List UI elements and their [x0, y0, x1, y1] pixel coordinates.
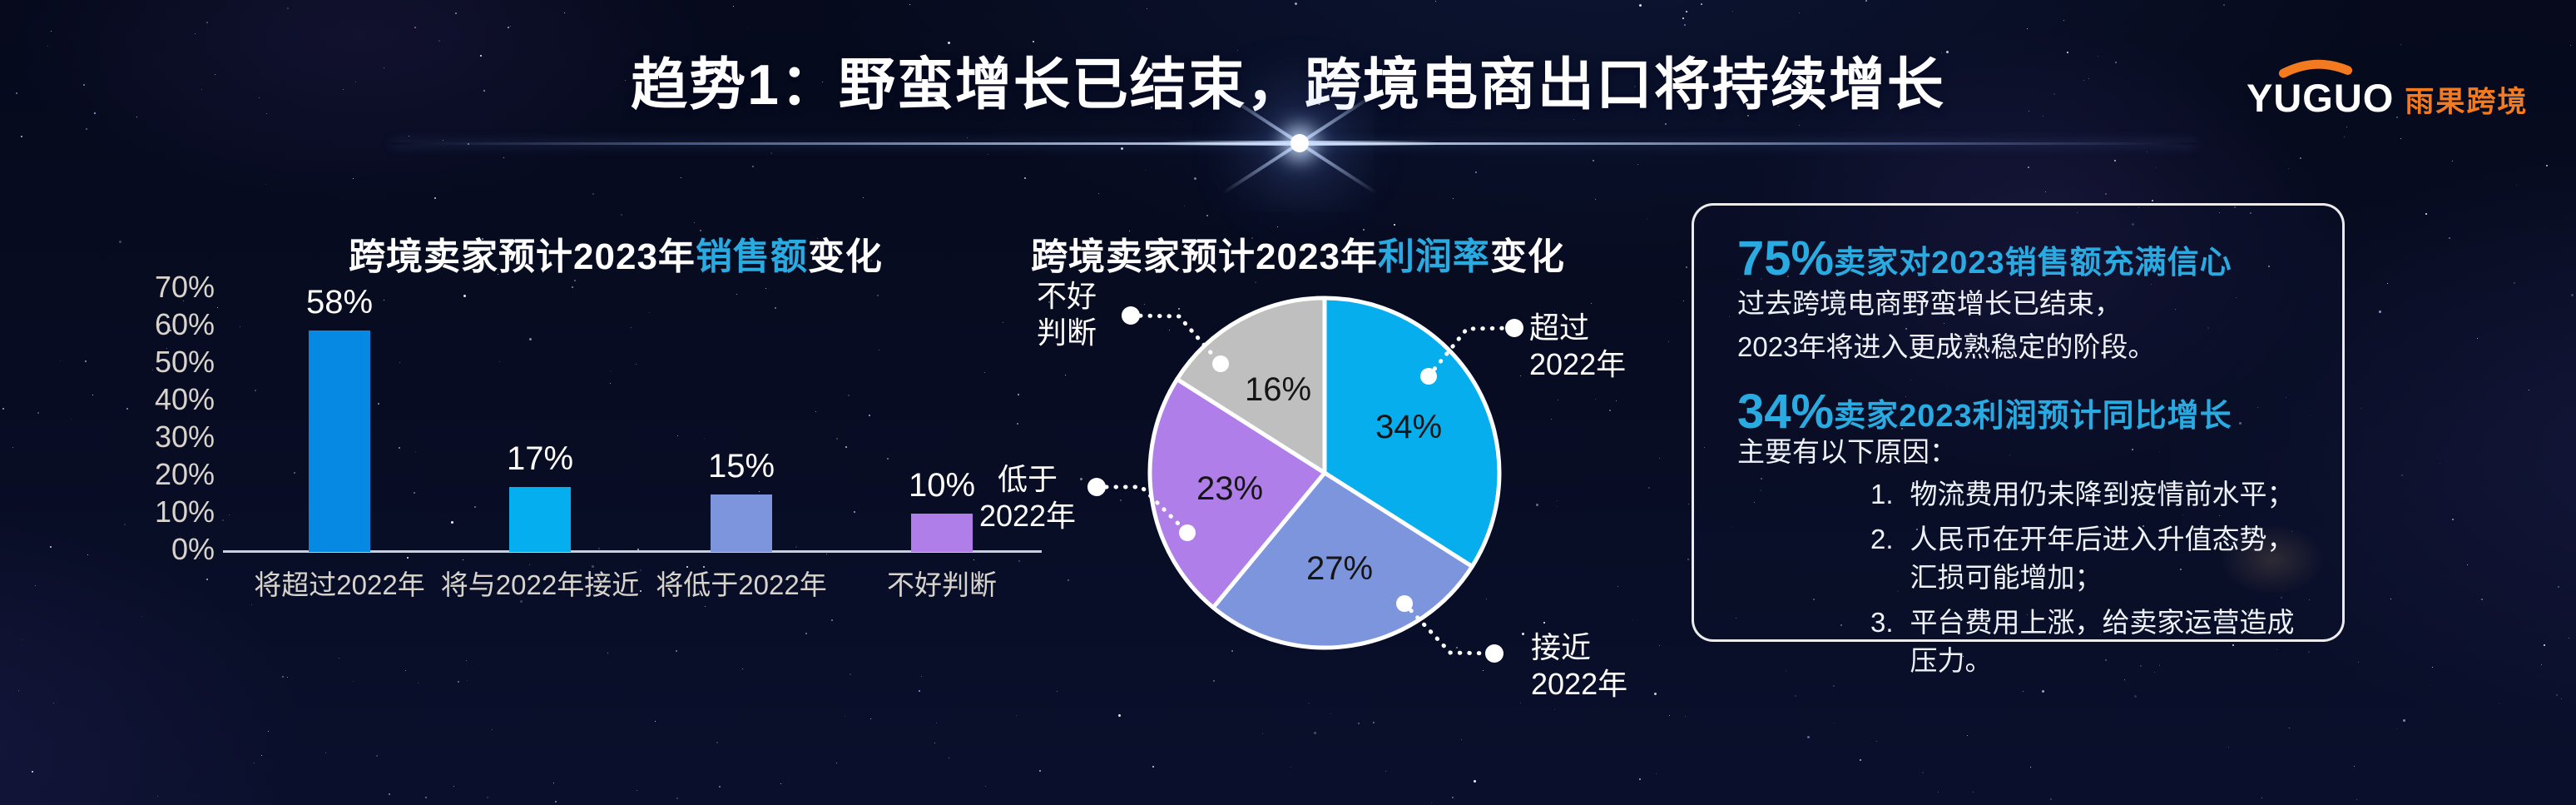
panel-paragraph-line: 过去跨境电商野蛮增长已结束， [1737, 282, 2299, 325]
pie-percent-label: 16% [1245, 371, 1311, 408]
reason-text: 人民币在开年后进入升值态势，汇损可能增加； [1910, 520, 2299, 597]
stat-value: 75% [1737, 236, 1834, 282]
stat-text: 卖家2023利润预计同比增长 [1834, 400, 2232, 435]
pie-percent-label: 34% [1375, 409, 1442, 445]
reason-item: 3. 平台费用上涨，给卖家运营造成压力。 [1870, 604, 2299, 680]
reason-item: 1. 物流费用仍未降到疫情前水平； [1870, 475, 2299, 514]
pie-callout-undetermined: 不好 判断 [1004, 278, 1129, 351]
reason-text: 物流费用仍未降到疫情前水平； [1910, 475, 2295, 514]
slide: 趋势1：野蛮增长已结束，跨境电商出口将持续增长 YUGUO 雨果跨境 跨境卖家预… [0, 0, 2576, 805]
reason-text: 平台费用上涨，给卖家运营造成压力。 [1910, 604, 2299, 680]
info-panel: 75% 卖家对2023销售额充满信心 过去跨境电商野蛮增长已结束， 2023年将进… [1692, 203, 2345, 642]
pie-callout-below-2022: 低于 2022年 [957, 461, 1098, 534]
pie-percent-label: 23% [1196, 470, 1263, 507]
reason-item: 2. 人民币在开年后进入升值态势，汇损可能增加； [1870, 520, 2299, 597]
reasons-intro: 主要有以下原因： [1737, 435, 2299, 469]
pie-percent-label: 27% [1306, 550, 1373, 587]
reasons-list: 1. 物流费用仍未降到疫情前水平； 2. 人民币在开年后进入升值态势，汇损可能增加；… [1737, 475, 2299, 680]
reason-number: 2. [1870, 520, 1894, 597]
stat-headline-profit: 34% 卖家2023利润预计同比增长 [1737, 389, 2299, 435]
reason-number: 1. [1870, 475, 1894, 514]
callout-dot [1396, 595, 1413, 612]
callout-dot [1212, 355, 1229, 372]
callout-dot [1420, 368, 1437, 385]
pie-callout-near-2022: 接近 2022年 [1531, 629, 1627, 703]
callout-dot [1179, 524, 1196, 541]
reason-number: 3. [1870, 604, 1894, 680]
stat-value: 34% [1737, 389, 1834, 435]
panel-paragraph-line: 2023年将进入更成熟稳定的阶段。 [1737, 325, 2299, 369]
callout-dot [1505, 319, 1523, 337]
callout-dot [1485, 644, 1503, 663]
pie-callout-over-2022: 超过 2022年 [1529, 310, 1626, 383]
stat-headline-sales: 75% 卖家对2023销售额充满信心 [1737, 236, 2299, 282]
stat-text: 卖家对2023销售额充满信心 [1834, 247, 2232, 282]
